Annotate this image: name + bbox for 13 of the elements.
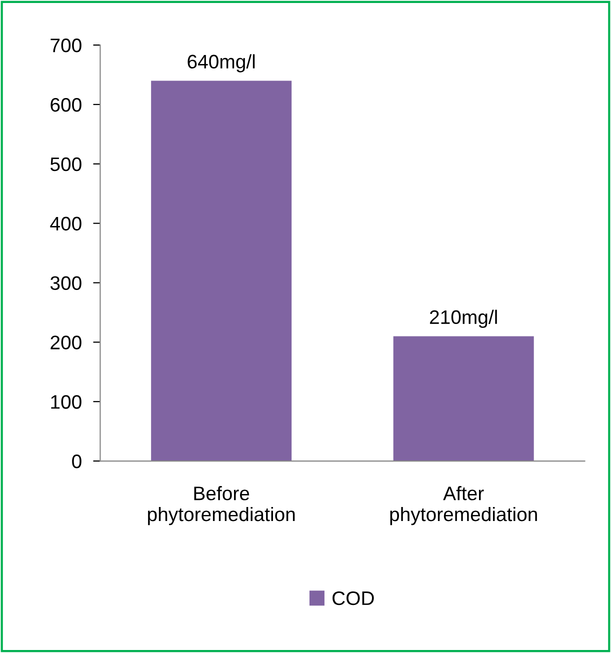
data-label: 210mg/l (430, 310, 497, 328)
y-tick-label: 200 (50, 336, 82, 350)
y-tick-label: 600 (50, 98, 82, 112)
y-tick-label: 0 (72, 454, 82, 468)
y-tick-label: 300 (50, 276, 82, 290)
x-tick-label: After phytoremediation (390, 486, 537, 526)
legend-label: COD (332, 591, 374, 606)
x-tick-label: Before phytoremediation (148, 486, 295, 526)
y-tick-label: 400 (50, 216, 82, 231)
data-label: 640mg/l (188, 54, 255, 72)
y-tick-label: 500 (50, 157, 82, 172)
y-tick-label: 100 (51, 395, 82, 409)
y-tick-label: 700 (50, 38, 82, 52)
